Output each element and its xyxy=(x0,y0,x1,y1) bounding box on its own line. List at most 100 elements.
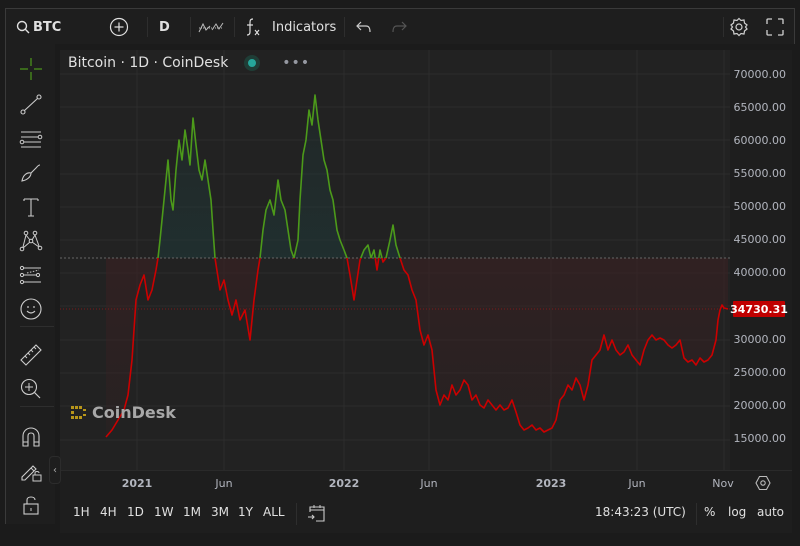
interval-button[interactable]: D xyxy=(159,19,170,35)
compare-button[interactable] xyxy=(109,9,129,45)
text-tool[interactable] xyxy=(14,192,48,222)
divider xyxy=(696,503,697,525)
axis-settings-button[interactable] xyxy=(755,475,771,495)
top-toolbar: BTC D Indicators xyxy=(5,8,795,44)
settings-icon xyxy=(730,17,748,37)
coindesk-watermark: CoinDesk xyxy=(70,403,176,422)
fullscreen-button[interactable] xyxy=(766,9,784,45)
auto-scale-toggle[interactable]: auto xyxy=(757,505,785,519)
unlock-tool[interactable] xyxy=(14,490,48,520)
divider xyxy=(20,326,54,327)
hexagon-settings-icon xyxy=(755,475,771,491)
ruler-icon xyxy=(20,344,42,366)
last-price-tag: 34730.31 xyxy=(730,301,788,317)
drawing-toolbar xyxy=(5,44,55,524)
y-tick-label: 15000.00 xyxy=(733,432,787,445)
y-tick-label: 25000.00 xyxy=(733,366,787,379)
indicators-button[interactable]: Indicators xyxy=(244,9,336,45)
brush-tool[interactable] xyxy=(14,158,48,188)
search-icon xyxy=(16,20,30,34)
price-chart[interactable] xyxy=(60,50,730,470)
time-axis[interactable]: 2021 Jun 2022 Jun 2023 Jun Nov xyxy=(60,470,792,497)
symbol-search[interactable]: BTC xyxy=(16,9,61,45)
crosshair-tool[interactable] xyxy=(14,54,48,84)
collapse-sidebar-button[interactable]: ‹ xyxy=(49,456,61,484)
range-3m[interactable]: 3M xyxy=(211,505,229,519)
smiley-icon xyxy=(20,298,42,320)
range-1w[interactable]: 1W xyxy=(154,505,174,519)
crosshair-icon xyxy=(20,58,42,80)
ruler-tool[interactable] xyxy=(14,340,48,370)
horizontal-lines-tool[interactable] xyxy=(14,124,48,154)
settings-button[interactable] xyxy=(729,9,749,45)
divider xyxy=(190,17,191,37)
divider xyxy=(234,17,235,37)
range-4h[interactable]: 4H xyxy=(100,505,117,519)
divider xyxy=(147,17,148,37)
range-1m[interactable]: 1M xyxy=(183,505,201,519)
y-tick-label: 45000.00 xyxy=(733,233,787,246)
pattern-tool[interactable] xyxy=(14,226,48,256)
status-dot-icon xyxy=(248,59,257,67)
range-1y[interactable]: 1Y xyxy=(238,505,253,519)
x-tick-label: Jun xyxy=(215,477,233,490)
add-compare-icon xyxy=(109,17,129,37)
more-options-button[interactable]: ••• xyxy=(282,55,311,71)
x-tick-label: 2022 xyxy=(328,477,360,490)
range-all[interactable]: ALL xyxy=(263,505,285,519)
y-tick-label: 50000.00 xyxy=(733,200,787,213)
price-axis[interactable]: 70000.00 65000.00 60000.00 55000.00 5000… xyxy=(730,50,792,470)
range-1d[interactable]: 1D xyxy=(127,505,144,519)
coindesk-logo-icon xyxy=(71,405,86,419)
zoom-in-icon xyxy=(20,378,41,399)
undo-icon xyxy=(356,21,371,33)
fib-channel-icon xyxy=(19,265,41,285)
range-1h[interactable]: 1H xyxy=(73,505,90,519)
chart-type-button[interactable] xyxy=(198,9,224,45)
clock-time[interactable]: 18:43:23 (UTC) xyxy=(595,505,686,519)
divider xyxy=(20,406,54,407)
redo-icon xyxy=(392,21,407,33)
y-tick-label: 70000.00 xyxy=(733,68,787,81)
log-toggle[interactable]: log xyxy=(728,505,747,519)
divider xyxy=(344,17,345,37)
goto-date-button[interactable] xyxy=(307,503,327,527)
magnet-tool[interactable] xyxy=(14,422,48,452)
fib-channel-tool[interactable] xyxy=(14,260,48,290)
lock-drawings-tool[interactable] xyxy=(14,456,48,486)
undo-button[interactable] xyxy=(356,9,372,45)
x-tick-label: 2021 xyxy=(121,477,153,490)
emoji-tool[interactable] xyxy=(14,294,48,324)
trend-line-tool[interactable] xyxy=(14,90,48,120)
divider xyxy=(296,503,297,525)
chevron-left-icon: ‹ xyxy=(53,464,57,476)
chart-pane[interactable] xyxy=(60,50,730,470)
symbol-label: BTC xyxy=(33,19,62,35)
zoom-in-tool[interactable] xyxy=(14,374,48,404)
unlock-icon xyxy=(23,496,39,515)
pencil-lock-icon xyxy=(21,465,42,482)
x-tick-label: Jun xyxy=(420,477,438,490)
market-status-indicator xyxy=(244,55,261,71)
y-tick-label: 60000.00 xyxy=(733,134,787,147)
chart-legend: Bitcoin · 1D · CoinDesk ••• xyxy=(68,55,310,71)
x-tick-label: Jun xyxy=(628,477,646,490)
redo-button[interactable] xyxy=(391,9,407,45)
fullscreen-icon xyxy=(766,18,784,36)
watermark-text: CoinDesk xyxy=(92,403,176,422)
divider xyxy=(723,17,724,37)
percent-toggle[interactable]: % xyxy=(704,505,716,519)
brush-icon xyxy=(21,164,41,182)
y-tick-label: 55000.00 xyxy=(733,167,787,180)
magnet-icon xyxy=(22,427,40,447)
horizontal-lines-icon xyxy=(19,131,43,148)
text-icon xyxy=(23,198,39,217)
bottom-toolbar: 1H 4H 1D 1W 1M 3M 1Y ALL 18:43:23 (UTC) … xyxy=(60,497,792,533)
legend-title: Bitcoin · 1D · CoinDesk xyxy=(68,55,229,71)
indicators-label: Indicators xyxy=(272,19,337,35)
y-tick-label: 20000.00 xyxy=(733,399,787,412)
x-tick-label: Nov xyxy=(712,477,734,490)
fx-icon xyxy=(246,18,260,36)
price-line-down xyxy=(105,258,729,438)
chart-type-icon xyxy=(198,22,224,33)
